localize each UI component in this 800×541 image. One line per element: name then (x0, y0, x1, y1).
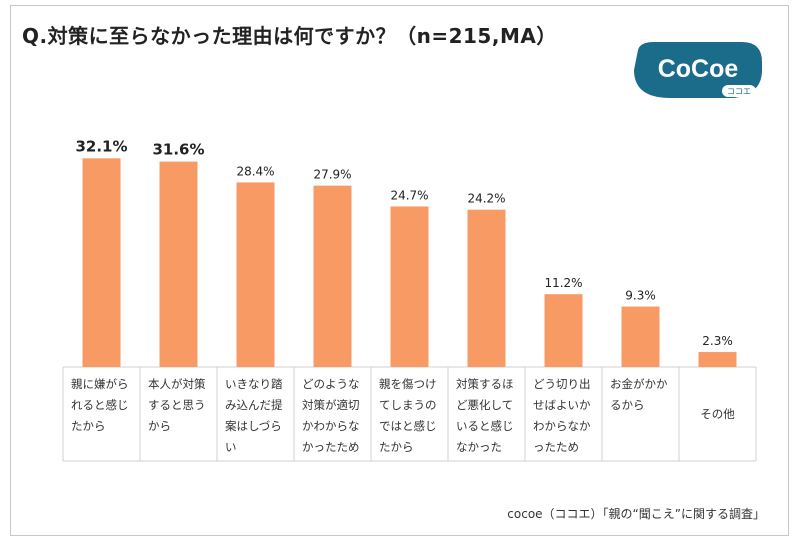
bar-5 (390, 206, 429, 367)
bar-9 (698, 352, 737, 367)
chart-title: Q.対策に至らなかった理由は何ですか？（n=215,MA） (22, 24, 557, 48)
category-label-6: 対策するほど悪化していると感じなかった (456, 377, 514, 454)
category-label-2: 本人が対策すると思うから (148, 377, 206, 433)
category-label-7: どう切り出せばよいかわからなかったため (533, 377, 591, 454)
data-label-8: 9.3% (625, 289, 656, 303)
source-note: cocoe（ココエ）「親の“聞こえ”に関する調査」 (507, 507, 765, 521)
category-label-5: 親を傷つけてしまうのではと感じたから (379, 377, 437, 454)
data-label-1: 32.1% (75, 137, 127, 155)
logo-badge (634, 42, 762, 98)
data-label-2: 31.6% (152, 141, 204, 159)
logo-sub-badge (722, 85, 756, 97)
bar-4 (313, 185, 352, 367)
data-label-3: 28.4% (236, 164, 274, 178)
data-label-9: 2.3% (702, 334, 733, 348)
data-label-5: 24.7% (390, 188, 428, 202)
bar-8 (621, 306, 660, 367)
logo-text: CoCoe (658, 55, 739, 83)
bar-1 (82, 158, 121, 367)
category-label-3: いきなり踏み込んだ提案はしづらい (225, 377, 283, 454)
data-label-7: 11.2% (544, 276, 582, 290)
bar-2 (159, 161, 198, 367)
category-label-9: その他 (700, 406, 735, 421)
data-label-4: 27.9% (313, 168, 351, 182)
bar-6 (467, 209, 506, 367)
category-label-1: 親に嫌がられると感じたから (71, 377, 129, 433)
bar-3 (236, 182, 275, 367)
cocoe-logo: CoCoe ココエ (634, 42, 762, 98)
logo-sub-text: ココエ (727, 87, 751, 96)
bar-7 (544, 294, 583, 367)
category-label-4: どのような対策が適切かわからなかったため (302, 377, 360, 454)
data-label-6: 24.2% (467, 192, 505, 206)
category-label-8: お金がかかるから (610, 377, 668, 412)
